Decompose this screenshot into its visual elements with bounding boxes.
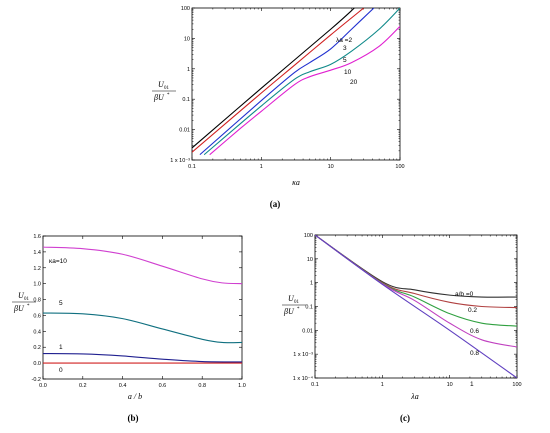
y-label-numerator: U <box>18 291 25 300</box>
y-tick-label: 0.2 <box>33 345 41 351</box>
series-line-1 <box>315 235 517 298</box>
y-tick-label: 1.2 <box>33 266 41 272</box>
y-label-numerator: U <box>158 80 165 89</box>
panel-c: 0.1 1 10 100 1 x 10⁻⁴ 1 x 10⁻³ 0.01 0.1 1 10 100 a/… <box>282 233 522 423</box>
y-tick-label: 1.6 <box>33 234 41 240</box>
series-label: λa =2 <box>336 37 352 44</box>
x-axis-label: λa <box>410 392 418 401</box>
series-line-4 <box>203 8 400 156</box>
y-tick-label: 1 <box>187 67 190 73</box>
series-line-2 <box>192 8 365 153</box>
y-label-denominator: βU <box>153 93 165 102</box>
x-tick-label: 0.2 <box>79 383 87 389</box>
series-line-3 <box>199 8 375 156</box>
y-label-numerator: U <box>288 294 295 303</box>
y-tick-label: 0.01 <box>302 328 313 334</box>
x-tick-label: 1 <box>260 164 263 170</box>
y-tick-label: 0.6 <box>33 313 41 319</box>
y-tick-label: -0.2 <box>32 377 41 383</box>
series-line-3 <box>43 353 242 363</box>
series-label: 5 <box>343 57 347 64</box>
series-line-5 <box>209 25 400 156</box>
y-tick-label: 100 <box>181 6 190 12</box>
x-tick-label: 100 <box>512 382 521 388</box>
series-label: 0.8 <box>470 350 479 357</box>
plot-area-frame <box>191 7 401 161</box>
series-line-4 <box>315 235 517 348</box>
x-tick-label: 0.4 <box>119 383 127 389</box>
y-tick-label: 100 <box>304 233 313 239</box>
x-tick-label: 1 <box>381 382 384 388</box>
series-line-1 <box>43 246 242 285</box>
y-tick-label: 1.0 <box>33 282 41 288</box>
x-tick-label: 10 <box>328 164 334 170</box>
y-tick-label: 0.0 <box>33 361 41 367</box>
x-tick-label: 0.1 <box>311 382 319 388</box>
x-tick-label: 0.8 <box>198 383 206 389</box>
x-tick-label: 0.6 <box>159 383 167 389</box>
series-label: 1 <box>59 344 63 351</box>
series-line-2 <box>43 312 242 344</box>
y-tick-label: 0.01 <box>179 128 190 134</box>
plot-area-frame <box>42 235 243 380</box>
y-tick-label: 1.4 <box>33 250 41 256</box>
y-axis-label: U 01 βU * <box>12 291 36 313</box>
series-line-1 <box>192 8 355 149</box>
y-tick-label: 1 <box>310 281 313 287</box>
x-tick-label: 10 <box>447 382 453 388</box>
series-label: 1 <box>470 381 474 388</box>
series-label: 3 <box>343 45 347 52</box>
series-line-3 <box>315 235 517 327</box>
x-tick-label: 100 <box>395 164 404 170</box>
x-axis-label: a / b <box>128 392 142 401</box>
panel-caption: (a) <box>270 199 281 209</box>
y-tick-label: 1 x 10⁻⁴ <box>293 375 314 382</box>
y-label-subscript: 01 <box>24 297 30 302</box>
y-label-superscript: * <box>27 304 30 309</box>
y-tick-label: 0.4 <box>33 329 41 335</box>
series-label: 0 <box>59 367 63 374</box>
x-tick-label: 0.1 <box>188 164 196 170</box>
y-label-denominator: βU <box>13 304 25 313</box>
series-line-5 <box>315 235 517 378</box>
y-label-superscript: * <box>297 307 300 312</box>
y-tick-label: 0.8 <box>33 298 41 304</box>
panel-caption: (b) <box>128 413 139 423</box>
y-label-subscript: 01 <box>294 300 300 305</box>
y-label-denominator: βU <box>283 307 295 316</box>
y-tick-label: 1 x 10⁻³ <box>293 352 313 358</box>
y-label-superscript: * <box>167 93 170 98</box>
y-tick-label: 10 <box>307 257 313 263</box>
y-axis-label: U 01 βU * <box>282 294 306 316</box>
series-label: 0.6 <box>470 328 479 335</box>
series-label: κa=10 <box>49 258 67 265</box>
x-tick-label: 1.0 <box>238 383 246 389</box>
y-label-subscript: 01 <box>164 86 170 91</box>
series-label: 10 <box>344 69 352 76</box>
x-tick-label: 0.0 <box>39 383 47 389</box>
series-label: a/b =0 <box>455 291 474 298</box>
y-tick-label: 1 x 10⁻³ <box>170 158 190 164</box>
y-axis-label: U 01 βU * <box>152 80 176 102</box>
y-tick-label: 10 <box>184 36 190 42</box>
y-tick-label: 0.1 <box>305 305 313 311</box>
series-label: 5 <box>59 300 63 307</box>
panel-caption: (c) <box>400 413 410 423</box>
y-tick-label: 0.1 <box>182 97 190 103</box>
panel-a: 0.1 1 10 100 1 x 10⁻³ 0.01 0.1 1 10 100 λa =23 5 10 2… <box>152 6 405 209</box>
x-axis-label: κa <box>292 178 300 187</box>
panel-b: 0.0 0.2 0.4 0.6 0.8 1.0-0.20.00.20.40.60.81.0… <box>12 234 246 423</box>
series-label: 20 <box>350 79 358 86</box>
series-label: 0.2 <box>468 307 477 314</box>
